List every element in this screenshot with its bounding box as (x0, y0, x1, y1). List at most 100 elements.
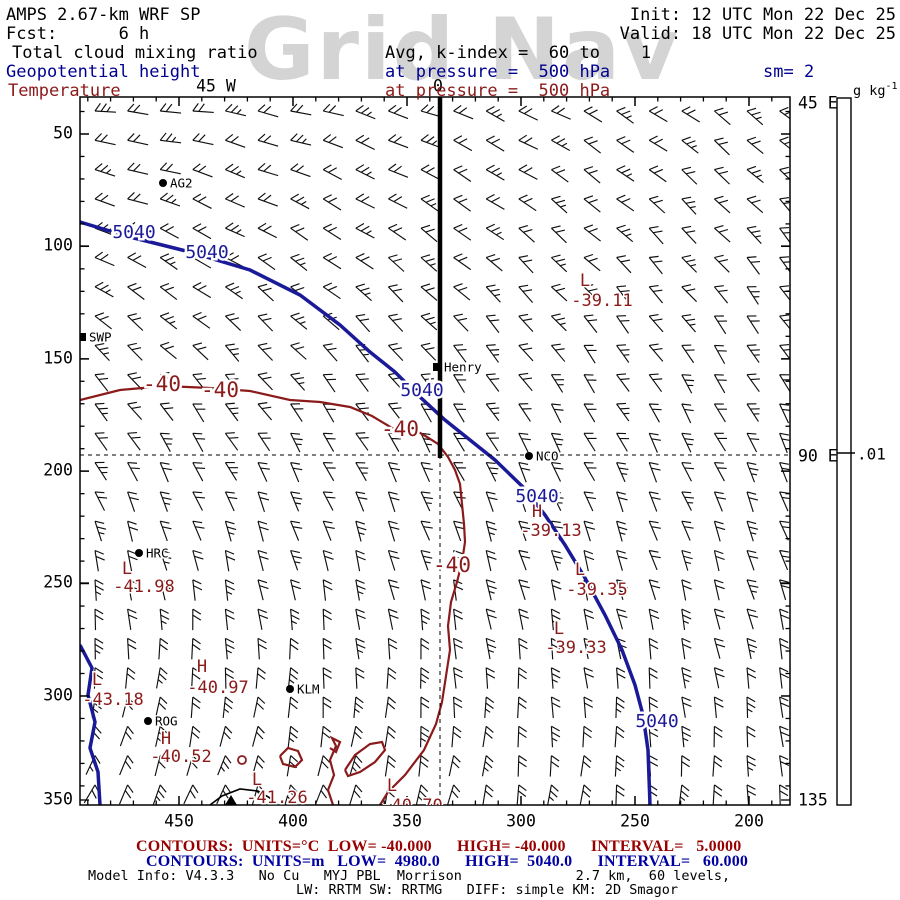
station-label: KLM (297, 682, 320, 697)
wind-barb (94, 402, 108, 422)
wind-barb (251, 784, 265, 805)
wind-barb (224, 343, 240, 362)
wind-barb (290, 193, 310, 210)
wind-barb (580, 755, 592, 777)
wind-barb (387, 432, 401, 452)
wind-barb (616, 462, 629, 483)
wind-barb (284, 784, 298, 805)
wind-barb (355, 193, 375, 209)
wind-barb (257, 222, 278, 239)
wind-barb (779, 520, 790, 541)
wind-barb (713, 315, 728, 335)
wind-barb (119, 755, 134, 776)
wind-barb (583, 314, 598, 334)
wind-barb (127, 431, 141, 451)
wind-barb (616, 373, 630, 392)
wind-barb (222, 696, 234, 718)
wind-barb (648, 696, 658, 719)
wind-barb (583, 549, 595, 572)
wind-barb (322, 134, 344, 149)
wind-barb (681, 667, 692, 689)
wind-barb (681, 314, 696, 333)
wind-barb (485, 284, 501, 303)
wind-barb (518, 637, 528, 660)
wind-barb (322, 491, 336, 511)
axis-ticks (80, 97, 790, 805)
wind-barb (192, 579, 203, 601)
wind-barb (93, 667, 104, 689)
wind-barb (551, 254, 568, 273)
wind-barb (420, 164, 440, 180)
wind-barb (355, 313, 371, 333)
wind-barb (779, 549, 790, 571)
y-axis-label: 100 (43, 236, 73, 255)
low-marker: L (92, 670, 102, 690)
wind-barb (355, 667, 365, 689)
wind-barb (127, 133, 149, 146)
station-label: AG2 (170, 176, 193, 191)
wind-barb (746, 373, 760, 393)
wind-barb (517, 725, 527, 748)
wind-barb (583, 136, 602, 154)
wind-barb (779, 579, 790, 601)
wind-barb (387, 608, 399, 630)
field-cloud-label: Total cloud mixing ratio (12, 43, 258, 63)
wind-barb (583, 284, 600, 303)
wind-barb (648, 491, 661, 512)
wind-barb (551, 135, 571, 151)
model-info: Model Info: V4.3.3 No Cu MYJ PBL Morriso… (88, 868, 731, 884)
wind-barb (322, 579, 333, 601)
grid-nav-watermark: Grid Nav (244, 0, 681, 100)
wind-barb (94, 373, 109, 392)
wind-barb (518, 313, 534, 333)
wind-barb (746, 755, 757, 777)
pressure-level-height: at pressure = 500 hPa (385, 62, 611, 82)
wind-barb (453, 104, 474, 120)
wind-barb (616, 579, 628, 601)
wind-barb (614, 755, 625, 777)
wind-barb (550, 313, 567, 332)
temp-contour-cell (237, 755, 247, 765)
wind-barb (648, 284, 664, 304)
temp-contour-label: -40 (201, 378, 239, 402)
station-marker (80, 333, 86, 341)
wind-barb (420, 696, 430, 719)
wind-barb (290, 579, 302, 601)
wind-barb (583, 253, 601, 272)
wind-barb (127, 313, 144, 331)
wind-barb (322, 223, 342, 240)
wind-barb (350, 725, 363, 747)
wind-barb (257, 579, 269, 601)
wind-barb (418, 755, 429, 777)
wind-barb (289, 637, 299, 660)
wind-barb (648, 549, 661, 571)
extrema-value: -39.13 (520, 521, 581, 541)
wind-barb (485, 164, 505, 181)
wind-barb (779, 696, 790, 718)
field-height-label: Geopotential height (6, 62, 201, 82)
wind-barb (648, 255, 663, 275)
station-label: NCO (536, 449, 559, 464)
y-axis-label: 150 (43, 349, 73, 368)
valid-time: Valid: 18 UTC Mon 22 Dec 25 (619, 24, 896, 44)
wind-barb (388, 193, 408, 209)
wind-barb (192, 432, 206, 452)
wind-barb (125, 667, 136, 689)
wind-barb (420, 432, 433, 453)
wind-barb (224, 520, 237, 542)
wind-barb (746, 136, 764, 155)
wind-barb (485, 193, 505, 210)
wind-barb (446, 784, 461, 805)
contour-info-height: CONTOURS: UNITS=m LOW= 4980.0 HIGH= 5040… (146, 853, 749, 870)
wind-barb (159, 371, 176, 390)
field-temp-label: Temperature (8, 81, 121, 101)
wind-barb-field (83, 102, 790, 805)
low-marker: L (252, 770, 262, 790)
wind-barb (322, 164, 342, 180)
wind-barb (550, 579, 562, 601)
wind-barb (616, 637, 627, 660)
wind-barb (616, 315, 630, 334)
wind-barb (550, 549, 563, 571)
wind-barb (681, 725, 692, 748)
wind-barb (681, 432, 694, 453)
